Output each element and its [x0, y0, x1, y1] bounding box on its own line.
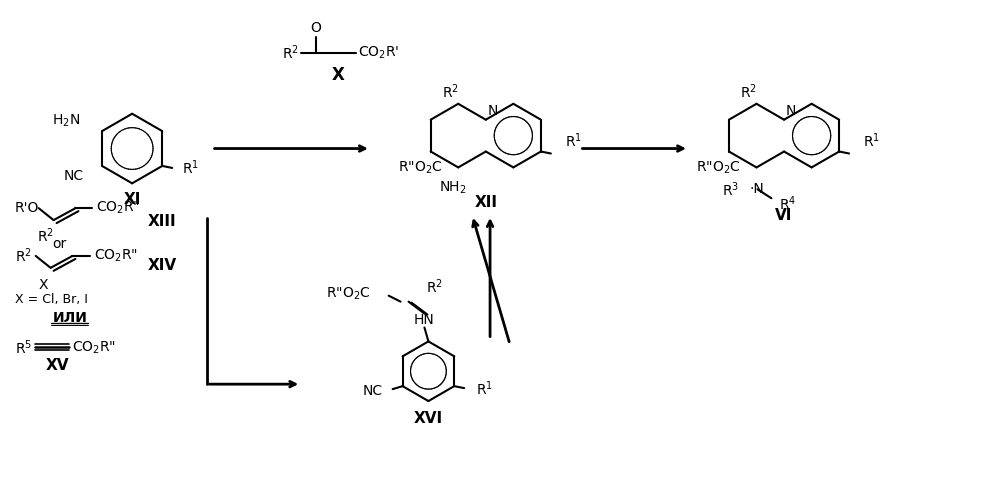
Text: X = Cl, Br, I: X = Cl, Br, I [15, 293, 88, 306]
Text: XV: XV [46, 358, 69, 373]
Text: R$^2$: R$^2$ [426, 277, 443, 296]
Text: R"O$_2$C: R"O$_2$C [696, 159, 741, 176]
Text: NH$_2$: NH$_2$ [439, 179, 467, 195]
Text: R'O: R'O [15, 201, 39, 215]
Text: R$^2$: R$^2$ [282, 44, 299, 62]
Text: R"O$_2$C: R"O$_2$C [398, 159, 443, 176]
Text: VI: VI [775, 208, 793, 223]
Text: ИЛИ: ИЛИ [53, 311, 87, 324]
Text: R$^1$: R$^1$ [565, 131, 582, 150]
Text: or: or [53, 237, 67, 251]
Text: CO$_2$R": CO$_2$R" [96, 200, 140, 216]
Text: R$^2$: R$^2$ [15, 247, 32, 265]
Text: XII: XII [474, 195, 497, 210]
Text: ·N: ·N [750, 182, 764, 196]
Text: R$^5$: R$^5$ [15, 338, 32, 357]
Text: NC: NC [64, 169, 84, 183]
Text: R"O$_2$C: R"O$_2$C [326, 286, 371, 302]
Text: R$^1$: R$^1$ [863, 131, 880, 150]
Text: CO$_2$R": CO$_2$R" [72, 339, 116, 356]
Text: XIII: XIII [148, 214, 177, 228]
Text: R$^2$: R$^2$ [37, 227, 54, 245]
Text: CO$_2$R': CO$_2$R' [358, 45, 399, 61]
Text: X: X [39, 278, 48, 292]
Text: R$^1$: R$^1$ [476, 380, 493, 398]
Text: N: N [786, 104, 796, 118]
Text: N: N [488, 104, 498, 118]
Text: H$_2$N: H$_2$N [52, 113, 80, 130]
Text: R$^3$: R$^3$ [722, 180, 740, 199]
Text: O: O [311, 21, 322, 35]
Text: R$^2$: R$^2$ [740, 83, 757, 101]
Text: XI: XI [123, 192, 141, 207]
Text: XVI: XVI [414, 411, 443, 426]
Text: R$^4$: R$^4$ [779, 194, 797, 213]
Text: R$^2$: R$^2$ [442, 83, 459, 101]
Text: HN: HN [414, 312, 435, 326]
Text: NC: NC [363, 384, 383, 398]
Text: CO$_2$R": CO$_2$R" [94, 248, 138, 264]
Text: R$^1$: R$^1$ [182, 158, 199, 177]
Text: X: X [332, 66, 344, 84]
Text: XIV: XIV [148, 258, 177, 273]
